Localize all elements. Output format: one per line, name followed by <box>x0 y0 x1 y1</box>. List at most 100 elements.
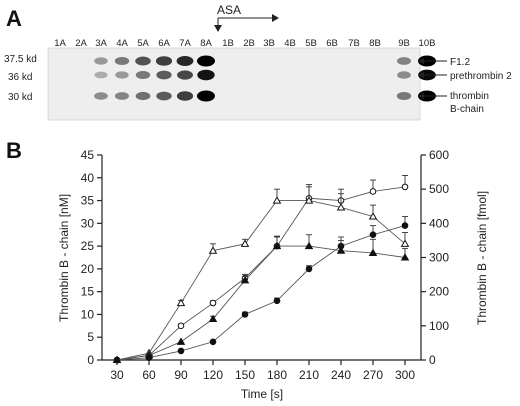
band-2-lane-8a <box>197 69 215 81</box>
data-point <box>336 246 346 254</box>
band-label-thrombin: thrombin <box>450 91 489 102</box>
data-point <box>240 239 250 247</box>
series-line <box>116 245 406 361</box>
data-point <box>241 311 249 318</box>
x-tick-label: 300 <box>395 368 415 382</box>
band-3-lane-5a <box>135 91 151 101</box>
lane-label-1b: 1B <box>222 38 234 49</box>
data-point <box>209 338 217 346</box>
band-2-lane-3a <box>94 71 108 79</box>
data-point <box>368 212 378 220</box>
y-tick-label-left: 30 <box>81 216 95 230</box>
data-point <box>176 298 186 307</box>
x-tick-label: 240 <box>331 368 351 382</box>
series-open-triangle <box>112 186 410 364</box>
y-axis-label-left: Thrombin B - chain [nM] <box>57 194 71 322</box>
data-point <box>401 183 409 191</box>
series-filled-circle <box>113 216 409 364</box>
chart: 0 5 10 15 20 25 30 35 40 45 0 100 200 300 400 500 600 30 6… <box>81 148 450 382</box>
blot <box>47 47 436 121</box>
series-line <box>116 225 406 361</box>
y-tick-label-right: 100 <box>429 319 449 333</box>
lane-label-7b: 7B <box>348 38 360 49</box>
axis-ticks: 0 5 10 15 20 25 30 35 40 45 0 100 200 300 400 500 600 30 6… <box>81 148 450 382</box>
data-point <box>336 202 346 211</box>
data-point <box>240 275 250 284</box>
y-tick-label-right: 400 <box>429 216 449 230</box>
band-1-lane-7a <box>176 56 194 66</box>
lane-label-10b: 10B <box>419 38 436 49</box>
band-2-lane-4a <box>115 71 129 79</box>
series-line <box>116 200 406 361</box>
lane-label-5b: 5B <box>305 38 317 49</box>
lane-label-1a: 1A <box>54 38 66 49</box>
data-point <box>368 248 378 256</box>
band-label-b-chain: B-chain <box>450 104 484 115</box>
y-tick-label-left: 0 <box>87 353 94 367</box>
band-3-lane-9b <box>396 92 412 100</box>
band-3-lane-3a <box>94 92 108 100</box>
y-tick-label-left: 25 <box>81 239 95 253</box>
data-point <box>401 222 409 229</box>
series-filled-triangle <box>112 234 410 364</box>
band-1-lane-5a <box>135 56 151 66</box>
y-tick-label-right: 0 <box>429 353 436 367</box>
band-3-lane-8a <box>197 90 215 102</box>
mw-marker-36: 36 kd <box>8 72 32 83</box>
band-1-lane-4a <box>114 57 130 65</box>
data-point <box>304 196 314 204</box>
data-point <box>144 351 154 359</box>
y-tick-label-left: 35 <box>81 194 95 208</box>
x-tick-label: 120 <box>203 368 223 382</box>
data-point <box>177 322 185 330</box>
lane-label-6b: 6B <box>326 38 338 49</box>
data-point <box>208 246 218 254</box>
data-point <box>272 241 282 250</box>
lane-labels: 1A 2A 3A 4A 5A 6A 7A 8A 1B 2B 3B 4B 5B 6B 7B 8B 9B 10B <box>54 38 435 49</box>
band-1-lane-6a <box>155 56 173 66</box>
y-tick-label-left: 45 <box>81 148 95 162</box>
data-point <box>177 347 185 355</box>
x-tick-label: 60 <box>142 368 156 382</box>
band-1-lane-3a <box>94 57 108 65</box>
data-point <box>304 241 314 250</box>
lane-label-5a: 5A <box>137 38 149 49</box>
x-tick-label: 270 <box>363 368 383 382</box>
band-2-lane-9b <box>397 71 411 79</box>
y-tick-label-right: 300 <box>429 251 449 265</box>
panel-a-letter: A <box>6 6 22 31</box>
band-label-f12: F1.2 <box>450 57 470 68</box>
mw-marker-37-5: 37.5 kd <box>4 54 37 65</box>
y-tick-label-left: 40 <box>81 171 95 185</box>
lane-label-2a: 2A <box>75 38 87 49</box>
panel-b-letter: B <box>6 138 22 163</box>
y-tick-label-left: 20 <box>81 262 95 276</box>
y-tick-label-left: 10 <box>81 307 95 321</box>
data-point <box>209 299 217 307</box>
x-tick-label: 180 <box>267 368 287 382</box>
data-point <box>208 314 218 323</box>
data-point <box>400 239 410 247</box>
lane-label-8b: 8B <box>369 38 381 49</box>
series-open-circle <box>113 175 409 364</box>
band-1-lane-9b <box>396 57 412 65</box>
band-2-lane-5a <box>135 71 151 79</box>
y-tick-label-right: 500 <box>429 182 449 196</box>
series-group <box>112 175 410 364</box>
y-tick-label-right: 200 <box>429 285 449 299</box>
lane-label-3b: 3B <box>263 38 275 49</box>
asa-bracket: ASA <box>214 3 279 32</box>
data-point <box>369 188 377 195</box>
data-point <box>272 196 282 204</box>
data-point <box>305 265 313 273</box>
data-point <box>273 297 281 305</box>
band-3-lane-4a <box>114 92 130 100</box>
data-point <box>369 231 377 239</box>
y-axis-label-right: Thrombin B - chain [fmol] <box>475 191 489 325</box>
lane-label-6a: 6A <box>158 38 170 49</box>
series-line <box>116 186 406 361</box>
y-tick-label-left: 5 <box>87 330 94 344</box>
band-label-prethrombin2: prethrombin 2 <box>450 71 512 82</box>
lane-label-2b: 2B <box>243 38 255 49</box>
